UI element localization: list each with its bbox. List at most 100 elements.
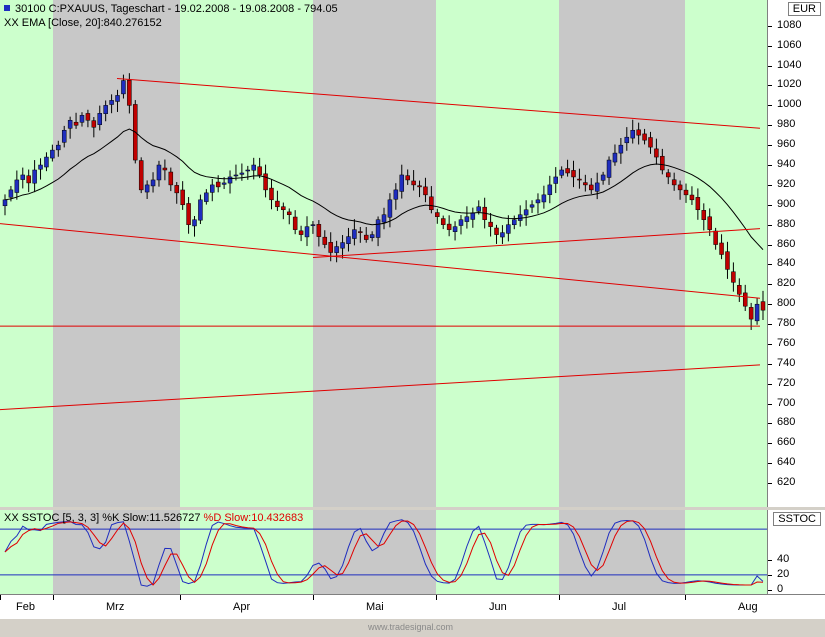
month-tick xyxy=(180,595,181,600)
candle-body xyxy=(446,223,452,230)
price-tick-label: 940 xyxy=(777,158,796,171)
candle-body xyxy=(369,234,375,238)
candle-body xyxy=(316,224,322,237)
price-tick-mark xyxy=(768,403,772,405)
stoch-month-band-2 xyxy=(180,510,313,594)
stochastic-panel[interactable]: XX SSTOC [5, 3, 3] %K Slow:11.526727 %D … xyxy=(0,510,767,594)
price-tick-label: 720 xyxy=(777,376,796,389)
month-label: Jun xyxy=(489,601,507,613)
candle-body xyxy=(20,174,26,180)
watermark: www.tradesignal.com xyxy=(368,622,454,632)
price-tick-mark xyxy=(768,264,772,266)
candle-body xyxy=(245,169,251,172)
candle-body xyxy=(553,176,558,184)
candle-body xyxy=(506,224,511,234)
candle-body xyxy=(541,194,547,203)
price-tick-label: 760 xyxy=(777,336,796,349)
month-label: Mai xyxy=(366,601,384,613)
ema-legend: XX EMA [Close, 20]:840.276152 xyxy=(4,17,162,29)
candle-body xyxy=(565,168,570,174)
candle-body xyxy=(180,189,185,206)
month-band-2 xyxy=(180,0,313,507)
currency-label: EUR xyxy=(787,2,821,16)
candle-body xyxy=(186,203,191,225)
price-tick-mark xyxy=(768,423,772,425)
price-axis[interactable]: EUR 1080 1060 1040 1020 1000 980 960 940 920 900 8… xyxy=(767,0,825,507)
price-tick-label: 740 xyxy=(777,356,796,369)
month-label: Jul xyxy=(612,601,627,613)
month-band-4 xyxy=(436,0,559,507)
price-panel[interactable]: 30100 C:PXAUUS, Tageschart - 19.02.2008 … xyxy=(0,0,767,507)
candle-body xyxy=(440,218,446,225)
price-tick-mark xyxy=(768,244,772,246)
candle-body xyxy=(121,80,126,95)
chart-title: 30100 C:PXAUUS, Tageschart - 19.02.2008 … xyxy=(4,3,338,15)
candle-body xyxy=(695,197,701,211)
candle-body xyxy=(192,219,197,227)
month-band-0 xyxy=(0,0,53,507)
price-tick-mark xyxy=(768,224,772,226)
candle-body xyxy=(144,184,150,193)
price-tick-label: 780 xyxy=(777,317,796,330)
candle-body xyxy=(571,170,576,178)
candle-body xyxy=(233,174,239,177)
month-label: Mrz xyxy=(106,601,125,613)
stochastic-axis[interactable]: SSTOC 40 20 0 xyxy=(767,510,825,596)
candle-body xyxy=(257,166,262,176)
candle-body xyxy=(91,120,97,128)
stoch-tick-mark xyxy=(768,574,772,576)
candle-body xyxy=(375,219,381,238)
month-tick xyxy=(0,595,1,600)
price-tick-label: 900 xyxy=(777,197,796,210)
month-tick xyxy=(559,595,560,600)
candle-body xyxy=(334,246,339,253)
candle-body xyxy=(387,199,393,218)
candle-body xyxy=(488,221,493,227)
candle-body xyxy=(677,184,683,191)
candle-body xyxy=(221,182,227,185)
candle-body xyxy=(138,160,144,191)
candle-body xyxy=(559,169,564,176)
candle-body xyxy=(683,189,689,196)
stoch-d-line xyxy=(4,520,764,586)
candle-body xyxy=(429,196,434,211)
candle-body xyxy=(73,121,79,126)
price-tick-mark xyxy=(768,45,772,47)
stoch-tick-mark xyxy=(768,590,772,592)
price-tick-mark xyxy=(768,145,772,147)
candle-body xyxy=(636,129,641,136)
candle-body xyxy=(8,189,14,198)
candle-body xyxy=(731,271,736,283)
candle-body xyxy=(754,303,760,322)
candle-body xyxy=(269,187,274,201)
price-tick-mark xyxy=(768,65,772,67)
candle-body xyxy=(476,206,481,212)
time-axis[interactable]: Feb Mrz Apr Mai Jun Jul Aug xyxy=(0,594,825,619)
candle-body xyxy=(589,184,594,191)
candle-body xyxy=(612,152,618,163)
price-tick-label: 680 xyxy=(777,416,796,429)
price-tick-label: 1020 xyxy=(777,78,802,91)
chart-title-text: 30100 C:PXAUUS, Tageschart - 19.02.2008 … xyxy=(15,3,338,15)
price-tick-mark xyxy=(768,125,772,127)
candle-body xyxy=(304,226,310,238)
stoch-tick-label: 0 xyxy=(777,583,784,596)
candle-body xyxy=(56,144,61,151)
price-tick-mark xyxy=(768,284,772,286)
price-tick-label: 880 xyxy=(777,217,796,230)
candle-body xyxy=(215,181,221,188)
price-tick-mark xyxy=(768,165,772,167)
price-tick-label: 840 xyxy=(777,257,796,270)
stoch-tick-mark xyxy=(768,559,772,561)
candle-body xyxy=(648,137,653,148)
trendline-1 xyxy=(0,223,761,299)
candle-body xyxy=(32,169,37,184)
price-tick-mark xyxy=(768,304,772,306)
candle-body xyxy=(174,185,179,194)
candle-body xyxy=(239,172,245,175)
stoch-tick-label: 40 xyxy=(777,552,790,565)
candle-body xyxy=(38,164,43,170)
price-tick-label: 1040 xyxy=(777,58,802,71)
price-tick-mark xyxy=(768,25,772,27)
candle-body xyxy=(435,212,440,217)
